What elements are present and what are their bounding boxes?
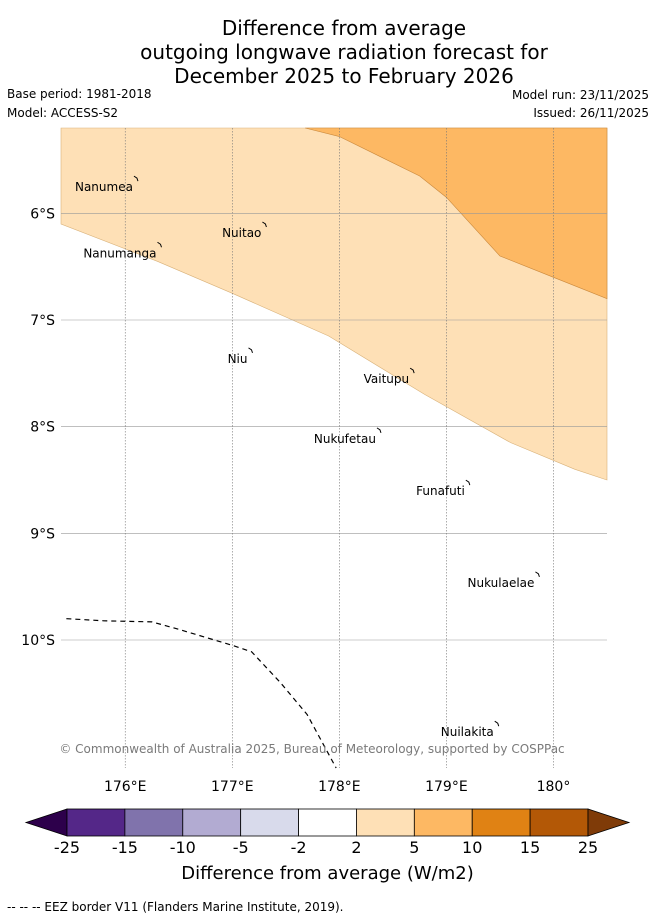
colorbar-tick-label: -2 xyxy=(291,838,307,857)
colorbar-bin xyxy=(356,808,415,837)
colorbar-extend-high xyxy=(587,808,631,837)
colorbar-bin xyxy=(413,808,473,837)
lon-tick-label: 179°E xyxy=(425,779,468,795)
colorbar-bin xyxy=(529,808,589,837)
island-label: Nuilakita xyxy=(441,725,494,739)
colorbar-tick-label: 2 xyxy=(351,838,361,857)
chart-title: Difference from average outgoing longwav… xyxy=(0,16,655,88)
colorbar-bin xyxy=(240,808,299,837)
island-outline xyxy=(248,347,253,354)
colorbar-bin xyxy=(124,808,184,837)
eez-legend-note: -- -- -- EEZ border V11 (Flanders Marine… xyxy=(7,900,344,914)
colorbar-bin xyxy=(471,808,531,837)
island-label: Nuitao xyxy=(222,226,261,240)
title-line-2: outgoing longwave radiation forecast for xyxy=(140,40,548,64)
axis-ticks: 6°S 7°S 8°S 9°S 10°S 176°E 177°E 178°E 179°E 180° xyxy=(21,206,570,795)
lat-tick-label: 8°S xyxy=(30,420,55,436)
island-label: Nukufetau xyxy=(314,432,376,446)
model-run-label: Model run: 23/11/2025 xyxy=(511,88,649,102)
island-outline xyxy=(465,479,471,486)
base-period-label: Base period: 1981-2018 xyxy=(7,87,152,101)
colorbar-bin xyxy=(66,808,126,837)
island-outline xyxy=(133,175,139,182)
shade-5-to-10 xyxy=(305,127,608,300)
island-outline xyxy=(494,720,500,727)
lon-tick-label: 176°E xyxy=(104,779,147,795)
colorbar-tick-label: -5 xyxy=(233,838,249,857)
island-label: Vaitupu xyxy=(364,372,410,386)
colorbar-tick-label: 15 xyxy=(520,838,540,857)
island-label: Niu xyxy=(228,352,248,366)
colorbar: -25 -15 -10 -5 -2 2 5 10 15 25 xyxy=(24,808,631,857)
model-label: Model: ACCESS-S2 xyxy=(7,106,119,120)
island-label: Nanumanga xyxy=(83,246,156,260)
lon-tick-label: 180° xyxy=(537,779,571,795)
colorbar-bin xyxy=(298,808,357,837)
issued-label: Issued: 26/11/2025 xyxy=(533,106,649,120)
colorbar-tick-label: -10 xyxy=(170,838,196,857)
island-label: Funafuti xyxy=(416,484,465,498)
lon-tick-label: 177°E xyxy=(211,779,254,795)
lat-tick-label: 9°S xyxy=(30,526,55,542)
island-outline xyxy=(262,221,267,228)
colorbar-tick-label: 10 xyxy=(462,838,482,857)
lon-tick-label: 178°E xyxy=(318,779,361,795)
colorbar-tick-label: -25 xyxy=(54,838,80,857)
graticule xyxy=(61,128,607,768)
lat-tick-label: 6°S xyxy=(30,206,55,222)
lat-tick-label: 7°S xyxy=(30,313,55,329)
anomaly-shading xyxy=(60,127,608,481)
title-line-1: Difference from average xyxy=(221,16,467,40)
island-outline xyxy=(376,427,382,434)
island-labels: Nanumea Nuitao Nanumanga Niu Vaitupu Nukufeta… xyxy=(75,175,540,739)
island-label: Nanumea xyxy=(75,180,133,194)
colorbar-extend-low xyxy=(24,808,68,837)
lat-tick-label: 10°S xyxy=(21,633,55,649)
copyright-notice: © Commonwealth of Australia 2025, Bureau… xyxy=(59,742,564,756)
colorbar-title: Difference from average (W/m2) xyxy=(181,863,474,884)
island-outline xyxy=(535,571,540,578)
colorbar-tick-label: 5 xyxy=(409,838,419,857)
colorbar-tick-label: -15 xyxy=(112,838,138,857)
island-outline xyxy=(409,367,415,374)
colorbar-bin xyxy=(182,808,242,837)
colorbar-tick-label: 25 xyxy=(578,838,598,857)
island-outline xyxy=(157,241,162,248)
title-line-3: December 2025 to February 2026 xyxy=(174,64,514,88)
island-label: Nukulaelae xyxy=(467,576,534,590)
